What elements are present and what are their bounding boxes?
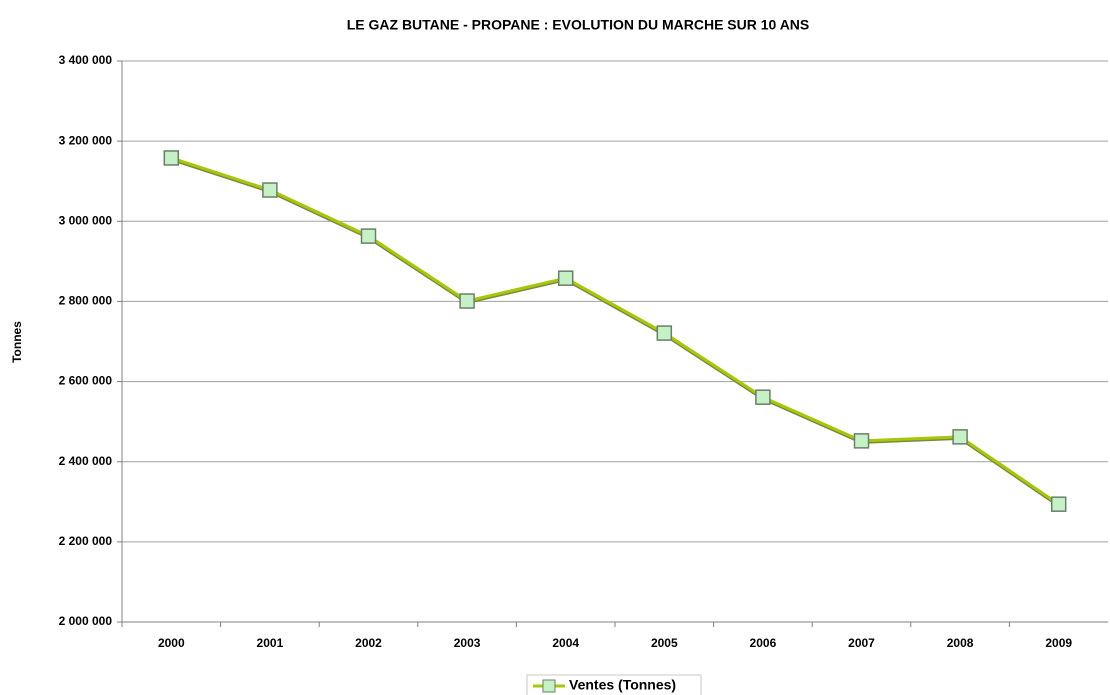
x-tick-label: 2007 [848,636,875,650]
x-tick-label: 2001 [257,636,284,650]
y-tick-label: 3 400 000 [59,53,113,67]
x-tick-label: 2003 [454,636,481,650]
y-tick-label: 2 200 000 [59,534,113,548]
x-tick-label: 2005 [651,636,678,650]
marker [163,150,180,166]
y-tick-label: 3 000 000 [59,213,113,227]
y-tick-label: 2 800 000 [59,294,113,308]
series-line-shadow [170,157,1060,507]
y-tick-label: 3 200 000 [59,133,113,147]
marker [853,433,870,449]
x-tick-label: 2002 [355,636,382,650]
x-tick-label: 2006 [750,636,777,650]
marker [360,228,377,244]
series-line [170,156,1060,506]
x-tick-label: 2000 [158,636,185,650]
y-tick-label: 2 000 000 [59,614,113,628]
y-axis-label: Tonnes [10,321,24,363]
marker [1050,496,1067,512]
marker [952,429,968,445]
chart-title: LE GAZ BUTANE - PROPANE : EVOLUTION DU M… [347,17,810,33]
legend-label: Ventes (Tonnes) [569,677,676,693]
legend-marker [542,679,556,693]
marker [557,270,574,286]
y-tick-label: 2 400 000 [59,454,113,468]
x-tick-label: 2004 [552,636,579,650]
marker [459,293,475,309]
x-tick-label: 2009 [1045,636,1072,650]
marker [656,325,673,341]
legend-box [526,674,702,695]
y-tick-label: 2 600 000 [59,374,113,388]
x-tick-label: 2008 [947,636,974,650]
marker [262,182,278,198]
marker [755,389,771,405]
